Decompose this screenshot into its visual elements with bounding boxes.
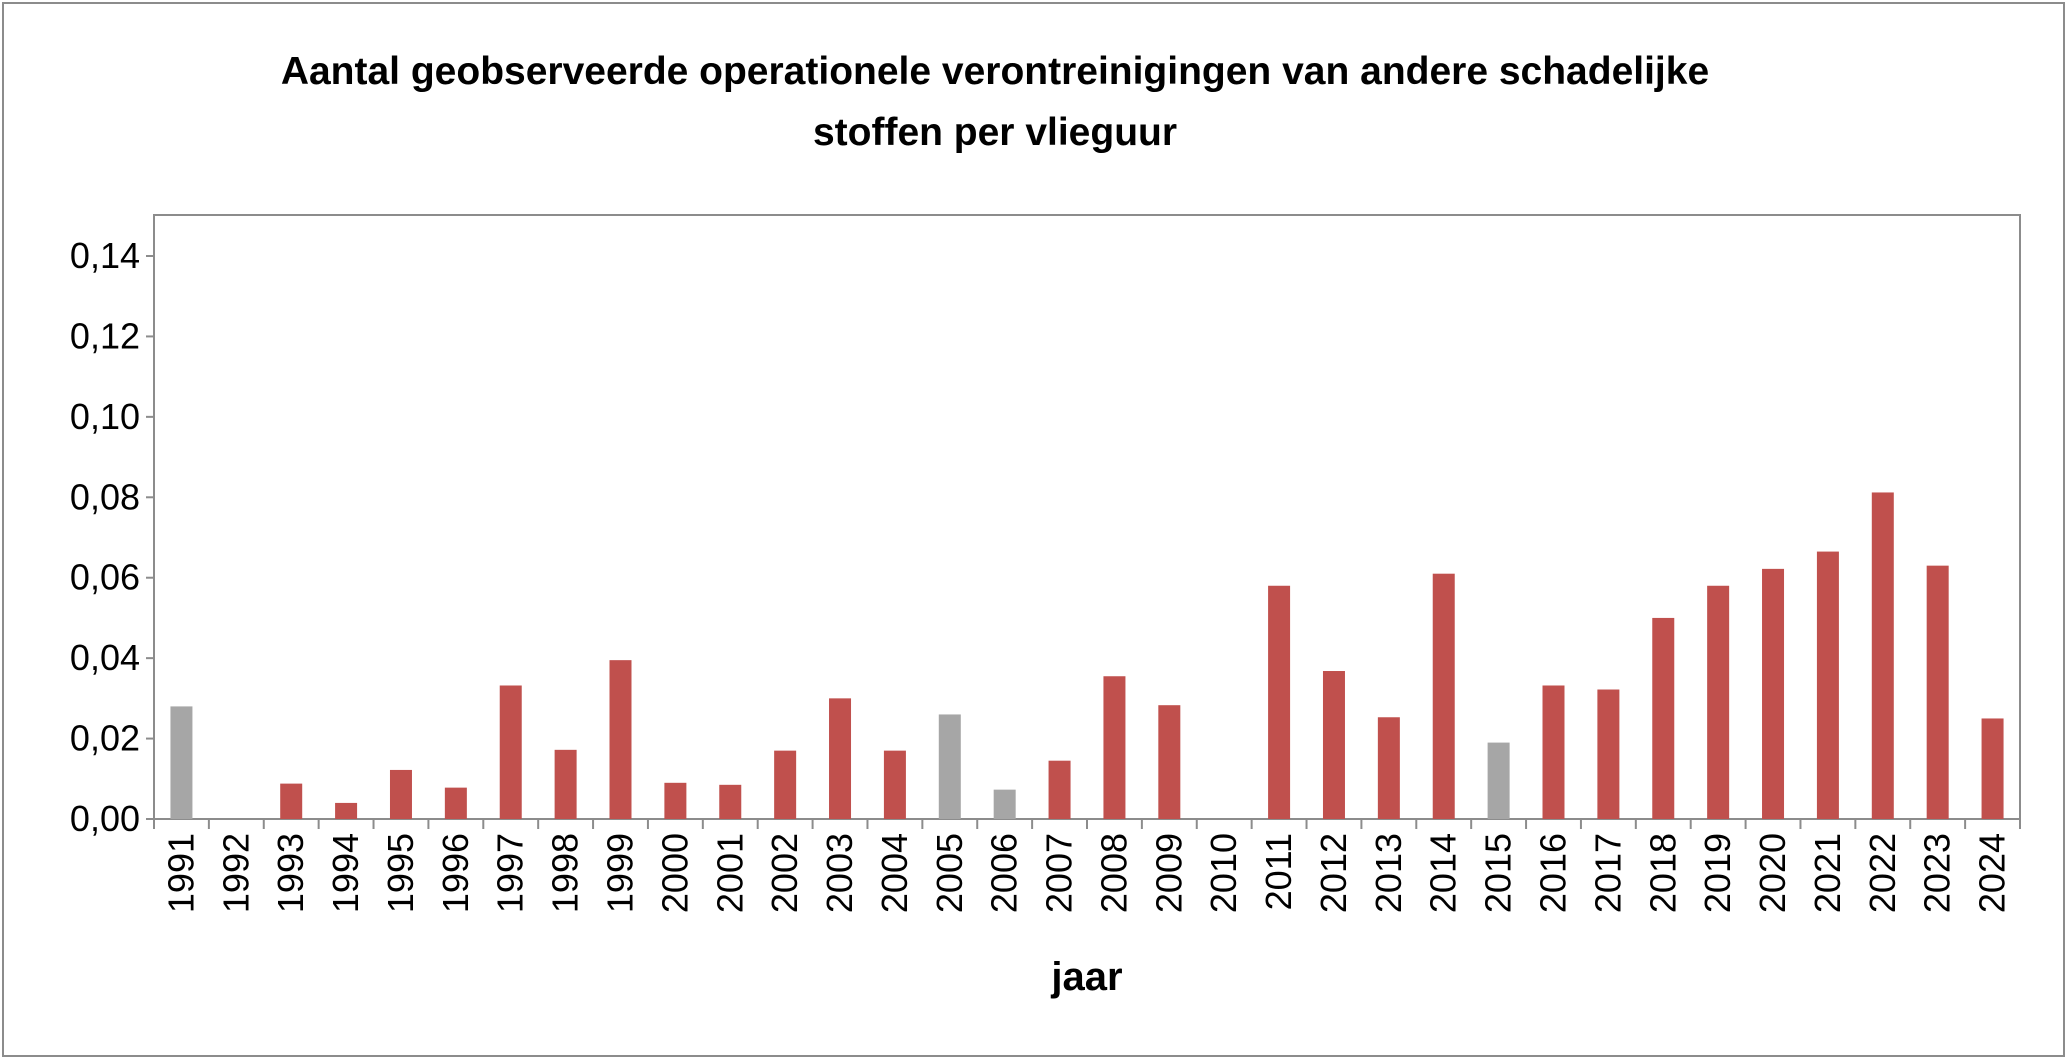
x-tick-label: 2023 bbox=[1917, 833, 1958, 913]
x-tick-label: 1996 bbox=[435, 833, 476, 913]
bar-2024 bbox=[1981, 718, 2004, 819]
bar-2003 bbox=[829, 698, 852, 819]
bar-1997 bbox=[499, 685, 522, 819]
y-axis: 0,00 0,02 0,04 0,06 0,08 0,10 0,12 0,14 bbox=[70, 235, 154, 839]
bar-2020 bbox=[1762, 568, 1785, 819]
x-tick-label: 2017 bbox=[1587, 833, 1628, 913]
x-tick-label: 1992 bbox=[215, 833, 256, 913]
x-tick-label: 2009 bbox=[1148, 833, 1189, 913]
x-tick-label: 2008 bbox=[1093, 833, 1134, 913]
y-tick-label: 0,10 bbox=[70, 396, 140, 437]
bar-1993 bbox=[280, 783, 303, 819]
bar-1998 bbox=[554, 749, 577, 819]
x-tick-label: 1993 bbox=[270, 833, 311, 913]
x-tick-label: 1991 bbox=[160, 833, 201, 913]
bar-1994 bbox=[335, 802, 358, 819]
x-axis-label: jaar bbox=[1050, 955, 1122, 999]
bar-2005 bbox=[938, 714, 961, 819]
bar-1999 bbox=[609, 660, 632, 819]
bar-1996 bbox=[444, 787, 467, 819]
x-tick-label: 1994 bbox=[325, 833, 366, 913]
x-tick-label: 2015 bbox=[1478, 833, 1519, 913]
bar-2004 bbox=[883, 750, 906, 819]
y-tick-label: 0,08 bbox=[70, 476, 140, 517]
bar-2023 bbox=[1926, 565, 1949, 819]
bar-2013 bbox=[1377, 717, 1400, 819]
x-tick-label: 2016 bbox=[1533, 833, 1574, 913]
bar-2015 bbox=[1487, 742, 1510, 819]
y-tick-label: 0,02 bbox=[70, 718, 140, 759]
x-tick-label: 2007 bbox=[1039, 833, 1080, 913]
y-tick-label: 0,14 bbox=[70, 235, 140, 276]
bar-1991 bbox=[170, 706, 193, 819]
bar-2002 bbox=[774, 750, 797, 819]
x-axis: 1991 1992 1993 1994 1995 1996 1997 1998 1999 2000… bbox=[153, 818, 2021, 913]
chart-title-line-2: stoffen per vlieguur bbox=[813, 111, 1177, 154]
x-tick-label: 2024 bbox=[1972, 833, 2013, 913]
bar-1995 bbox=[389, 769, 412, 819]
x-tick-label: 1998 bbox=[545, 833, 586, 913]
x-tick-label: 2004 bbox=[874, 833, 915, 913]
x-tick-label: 2001 bbox=[709, 833, 750, 913]
bar-2006 bbox=[993, 789, 1016, 819]
bar-2019 bbox=[1707, 585, 1730, 819]
bar-2012 bbox=[1322, 671, 1345, 819]
x-tick-label: 2000 bbox=[654, 833, 695, 913]
x-tick-label: 1997 bbox=[490, 833, 531, 913]
y-tick-label: 0,04 bbox=[70, 637, 140, 678]
x-tick-label: 2012 bbox=[1313, 833, 1354, 913]
bar-2000 bbox=[664, 782, 687, 819]
bar-2001 bbox=[719, 784, 742, 819]
x-tick-label: 2022 bbox=[1862, 833, 1903, 913]
bar-2007 bbox=[1048, 760, 1071, 819]
x-tick-label: 2013 bbox=[1368, 833, 1409, 913]
bar-2008 bbox=[1103, 676, 1126, 819]
y-tick-label: 0,12 bbox=[70, 315, 140, 356]
bar-2011 bbox=[1268, 585, 1291, 819]
x-tick-label: 2018 bbox=[1642, 833, 1683, 913]
plot-area bbox=[153, 214, 2021, 820]
x-tick-label: 2011 bbox=[1258, 833, 1299, 910]
x-tick-label: 2014 bbox=[1423, 833, 1464, 913]
x-tick-label: 2010 bbox=[1203, 833, 1244, 913]
x-tick-label: 2021 bbox=[1807, 833, 1848, 913]
x-tick-label: 2005 bbox=[929, 833, 970, 913]
y-tick-label: 0,00 bbox=[70, 798, 140, 839]
x-tick-label: 2003 bbox=[819, 833, 860, 913]
x-tick-label: 2002 bbox=[764, 833, 805, 913]
bar-2018 bbox=[1652, 617, 1675, 819]
x-tick-label: 2019 bbox=[1697, 833, 1738, 913]
bar-2021 bbox=[1816, 551, 1839, 819]
chart-title-line-1: Aantal geobserveerde operationele veront… bbox=[281, 50, 1709, 93]
x-tick-label: 2020 bbox=[1752, 833, 1793, 913]
x-tick-label: 1995 bbox=[380, 833, 421, 913]
bar-2016 bbox=[1542, 685, 1565, 819]
bar-2014 bbox=[1432, 573, 1455, 819]
bar-2017 bbox=[1597, 689, 1620, 819]
bars bbox=[170, 492, 2004, 819]
bar-2022 bbox=[1871, 492, 1894, 819]
bar-2009 bbox=[1158, 705, 1181, 819]
x-tick-label: 1999 bbox=[600, 833, 641, 913]
y-tick-label: 0,06 bbox=[70, 557, 140, 598]
x-tick-label: 2006 bbox=[984, 833, 1025, 913]
